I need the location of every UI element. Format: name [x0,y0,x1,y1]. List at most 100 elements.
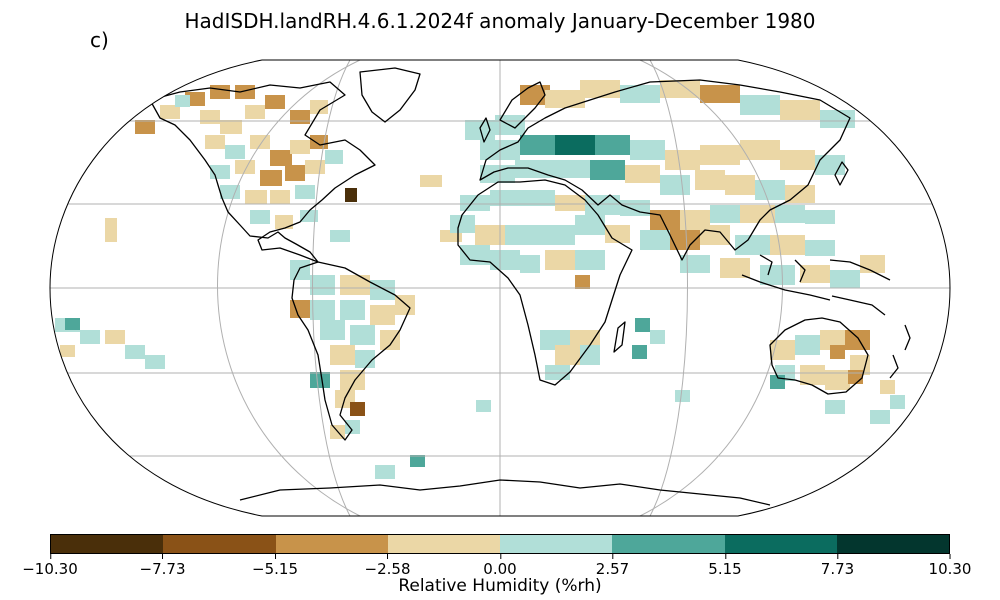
anomaly-cell [520,190,555,206]
anomaly-cell [575,275,590,289]
coastline-japan [834,161,849,186]
anomaly-cell [670,230,700,250]
anomaly-cell [350,402,365,416]
anomaly-cell [200,110,220,124]
anomaly-cell [755,180,785,200]
colorbar-tick-label: −5.15 [252,554,298,578]
anomaly-cell [830,345,845,359]
colorbar-segment [724,535,837,553]
colorbar-segment [387,535,500,553]
anomaly-cell [800,365,825,385]
colorbar-tick-label: 0.00 [483,554,517,578]
anomaly-cell [740,95,780,115]
anomaly-cell [490,190,520,206]
anomaly-cell [625,165,660,183]
anomaly-cell [520,135,560,155]
anomaly-cell [640,230,670,250]
colorbar-segment [163,535,276,553]
anomaly-cell [460,195,490,211]
anomaly-cell [520,255,540,273]
anomaly-cell [820,110,855,128]
anomaly-grid-cells [55,80,905,479]
anomaly-cell [740,140,780,160]
anomaly-cell [65,318,80,330]
anomaly-cell [60,345,75,357]
anomaly-cell [555,345,585,365]
anomaly-cell [605,225,630,243]
coastline-south-america [291,261,411,441]
anomaly-cell [660,175,690,195]
world-map [49,59,951,517]
coastline-europe-asia [479,79,851,261]
coastline-new-guinea [831,295,886,316]
coastlines [149,67,911,506]
colorbar-tick-label: 5.15 [708,554,742,578]
anomaly-cell [175,95,190,107]
anomaly-cell [265,95,285,109]
anomaly-cell [295,185,315,199]
anomaly-cell [632,345,647,359]
colorbar-tick-label: −2.58 [365,554,410,578]
anomaly-cell [350,325,375,345]
anomaly-cell [370,280,395,300]
anomaly-cell [580,80,620,98]
anomaly-cell [235,85,255,99]
anomaly-cell [735,235,770,255]
anomaly-cell [825,370,850,390]
anomaly-cell [145,355,165,369]
anomaly-cell [830,270,860,288]
colorbar-segment [836,535,949,553]
colorbar-tick-label: 10.30 [929,554,971,578]
anomaly-cell [320,320,345,340]
anomaly-cell [665,150,700,170]
anomaly-cell [825,400,845,414]
colorbar-segment [612,535,725,553]
anomaly-cell [795,335,820,355]
anomaly-cell [210,85,230,99]
graticule [50,60,950,516]
anomaly-cell [450,215,475,233]
anomaly-cell [725,175,755,195]
chart-title: HadISDH.landRH.4.6.1.2024f anomaly Janua… [184,9,816,33]
coastline-scandinavia [499,81,546,129]
anomaly-cell [700,225,730,245]
anomaly-cell [770,340,795,360]
anomaly-cell [310,100,328,114]
anomaly-cell [805,210,835,224]
anomaly-cell [330,230,350,242]
anomaly-cell [740,205,775,223]
coastline-africa-eurasia [457,179,633,386]
coastline-greenland [359,67,421,123]
anomaly-cell [890,395,905,409]
anomaly-cell [650,330,665,344]
anomaly-cell [305,160,325,174]
meridian-line [312,60,351,516]
anomaly-cell [245,105,265,119]
anomaly-cell [270,150,292,166]
anomaly-cell [700,145,740,165]
anomaly-cell [225,145,245,159]
anomaly-cell [310,275,335,295]
anomaly-cell [775,205,805,223]
anomaly-cell [290,300,310,318]
meridian-line [639,60,783,516]
anomaly-cell [410,455,425,467]
anomaly-cell [345,420,360,434]
anomaly-cell [555,195,585,211]
anomaly-cell [340,275,370,295]
anomaly-cell [205,135,225,149]
anomaly-cell [300,210,318,222]
anomaly-cell [345,188,357,202]
anomaly-cell [235,160,255,174]
anomaly-cell [580,345,600,365]
anomaly-cell [490,250,520,270]
anomaly-cell [720,258,750,278]
colorbar-segment [275,535,388,553]
anomaly-cell [340,300,365,320]
anomaly-cell [420,175,442,187]
anomaly-cell [160,105,180,119]
anomaly-cell [325,150,343,164]
anomaly-cell [545,90,585,108]
anomaly-cell [680,255,710,273]
anomaly-cell [290,140,310,154]
